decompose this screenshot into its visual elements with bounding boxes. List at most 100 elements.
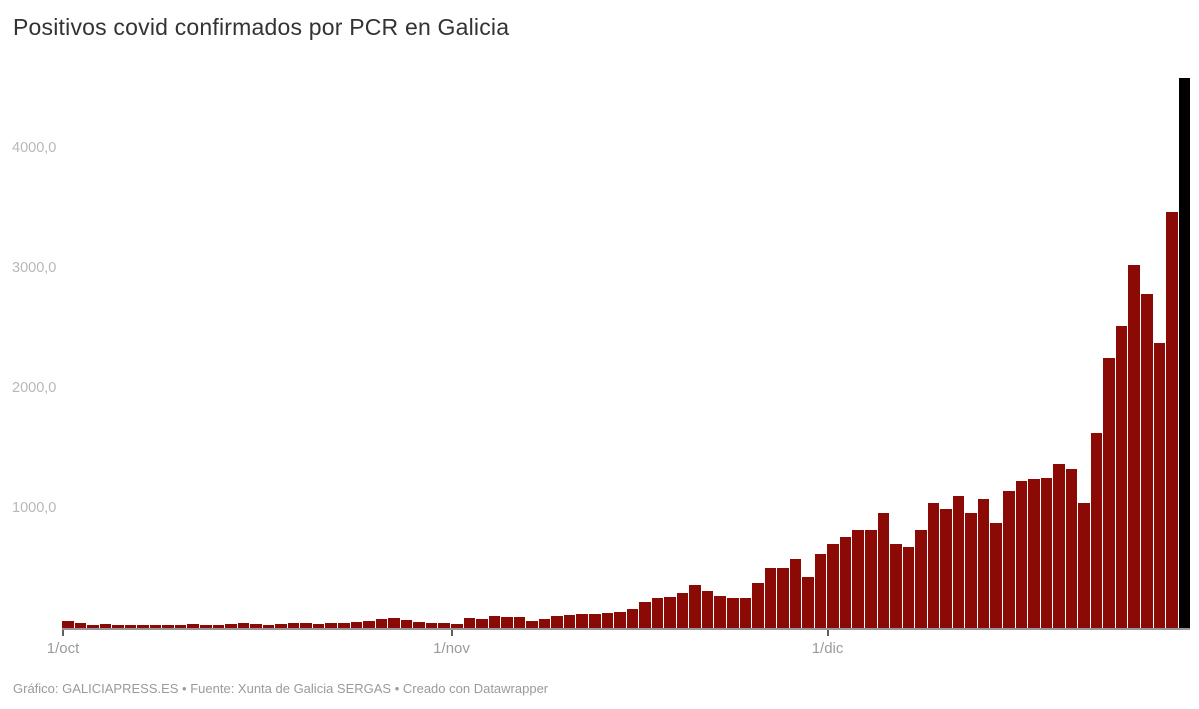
bar[interactable] <box>400 620 413 628</box>
bar[interactable] <box>714 596 726 628</box>
bar[interactable] <box>676 593 689 628</box>
bar[interactable] <box>1015 481 1028 628</box>
bar[interactable] <box>124 625 137 628</box>
bar[interactable] <box>112 625 124 628</box>
bar[interactable] <box>312 624 325 628</box>
bar[interactable] <box>952 496 965 628</box>
bar[interactable] <box>363 621 375 628</box>
bar[interactable] <box>1003 491 1015 628</box>
bar[interactable] <box>187 624 200 628</box>
bar[interactable] <box>965 513 977 628</box>
bar[interactable] <box>852 530 864 628</box>
bar[interactable] <box>99 624 112 628</box>
bar[interactable] <box>1028 479 1040 628</box>
bar[interactable] <box>1103 358 1115 628</box>
bar[interactable] <box>890 544 902 628</box>
x-axis-tick <box>826 630 829 636</box>
bar[interactable] <box>212 625 225 628</box>
bar[interactable] <box>250 624 262 628</box>
bar[interactable] <box>664 597 676 628</box>
y-axis-label: 3000,0 <box>12 260 57 276</box>
bar[interactable] <box>614 612 626 628</box>
bar[interactable] <box>626 609 639 628</box>
bar[interactable] <box>739 598 752 628</box>
bar[interactable] <box>1141 294 1153 628</box>
bar[interactable] <box>877 513 890 628</box>
bar[interactable] <box>300 623 312 628</box>
bar[interactable] <box>927 503 940 628</box>
x-axis-label: 1/oct <box>46 640 80 657</box>
bar[interactable] <box>388 618 400 628</box>
bar[interactable] <box>338 623 350 628</box>
bar[interactable] <box>162 625 174 628</box>
page-title: Positivos covid confirmados por PCR en G… <box>13 14 510 40</box>
bar[interactable] <box>839 537 852 628</box>
x-axis-tick <box>450 630 453 636</box>
bar[interactable] <box>450 624 463 628</box>
bar[interactable] <box>225 624 237 628</box>
bar[interactable] <box>902 547 915 628</box>
bar[interactable] <box>1115 326 1128 628</box>
bar[interactable] <box>1166 212 1178 628</box>
bar[interactable] <box>325 623 338 628</box>
bar[interactable] <box>350 622 363 628</box>
bar[interactable] <box>488 616 501 628</box>
bar[interactable] <box>563 615 576 628</box>
bar[interactable] <box>588 614 601 628</box>
bar[interactable] <box>1153 343 1166 628</box>
bar[interactable] <box>777 568 789 628</box>
bar[interactable] <box>752 583 764 628</box>
bar[interactable] <box>526 621 538 628</box>
bar[interactable] <box>601 613 614 628</box>
bar[interactable] <box>476 619 488 628</box>
footer-credit: Gráfico: GALICIAPRESS.ES • Fuente: Xunta… <box>13 681 549 696</box>
bar[interactable] <box>576 614 588 628</box>
bar[interactable] <box>802 577 814 628</box>
plot-area <box>62 60 1191 628</box>
bar[interactable] <box>977 499 990 628</box>
bar[interactable] <box>174 625 187 628</box>
bar[interactable] <box>990 523 1003 628</box>
x-axis-line <box>62 628 1190 630</box>
bar[interactable] <box>1053 464 1065 628</box>
bar[interactable] <box>827 544 839 628</box>
bar[interactable] <box>149 625 162 628</box>
bar[interactable] <box>915 530 927 628</box>
bar[interactable] <box>413 622 425 628</box>
x-axis-label: 1/dic <box>811 640 844 657</box>
bar[interactable] <box>287 623 300 628</box>
bar[interactable] <box>551 616 563 628</box>
bar[interactable] <box>87 625 99 628</box>
bar[interactable] <box>262 625 275 628</box>
bar[interactable] <box>940 509 952 628</box>
bar[interactable] <box>200 625 212 628</box>
bar[interactable] <box>1078 503 1090 628</box>
bar[interactable] <box>513 617 526 628</box>
bar[interactable] <box>375 619 388 628</box>
bar[interactable] <box>726 598 739 628</box>
bar[interactable] <box>438 623 450 628</box>
bar[interactable] <box>764 568 777 628</box>
bar[interactable] <box>1065 469 1078 628</box>
bar[interactable] <box>1090 433 1103 628</box>
bar[interactable] <box>425 623 438 628</box>
bar[interactable] <box>651 598 664 628</box>
bar-highlighted[interactable] <box>1178 78 1191 628</box>
bar[interactable] <box>814 554 827 628</box>
bar[interactable] <box>137 625 149 628</box>
bar[interactable] <box>74 623 87 628</box>
bar[interactable] <box>501 617 513 628</box>
bar[interactable] <box>237 623 250 628</box>
bar[interactable] <box>463 618 476 628</box>
bar[interactable] <box>789 559 802 628</box>
bar[interactable] <box>538 619 551 628</box>
bar[interactable] <box>701 591 714 628</box>
bar[interactable] <box>275 624 287 628</box>
bar[interactable] <box>62 621 74 628</box>
bar[interactable] <box>1040 478 1053 628</box>
bar[interactable] <box>865 530 877 628</box>
bar[interactable] <box>1128 265 1141 628</box>
bar[interactable] <box>689 585 701 628</box>
bar[interactable] <box>639 602 651 628</box>
